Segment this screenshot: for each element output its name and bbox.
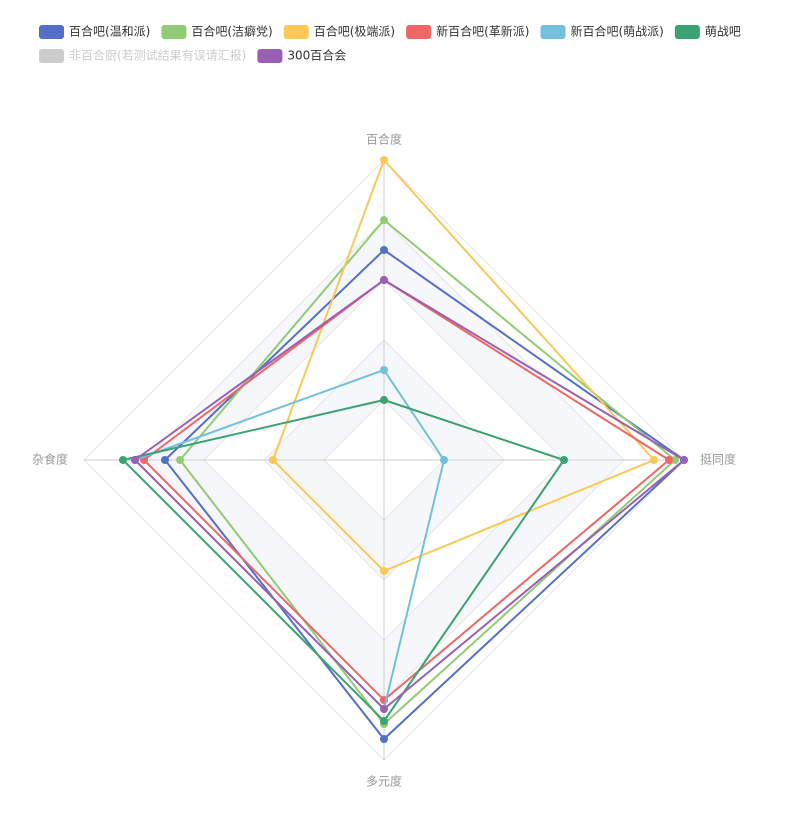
radar-data-point[interactable]: [380, 276, 388, 284]
radar-data-point[interactable]: [380, 366, 388, 374]
legend-swatch: [674, 25, 700, 39]
legend-label: 百合吧(极端派): [314, 24, 395, 39]
radar-data-point[interactable]: [665, 456, 673, 464]
radar-data-point[interactable]: [380, 717, 388, 725]
legend-label: 百合吧(洁癖党): [191, 24, 272, 39]
legend-swatch: [39, 25, 64, 39]
radar-data-point[interactable]: [380, 396, 388, 404]
radar-data-point[interactable]: [119, 456, 127, 464]
legend-item[interactable]: 300百合会: [257, 48, 346, 64]
radar-data-point[interactable]: [380, 216, 388, 224]
radar-data-point[interactable]: [680, 456, 688, 464]
legend-label: 非百合厨(若测试结果有误请汇报): [69, 48, 246, 63]
legend-item[interactable]: 百合吧(极端派): [283, 24, 395, 40]
radar-series-layer: [119, 156, 688, 743]
legend-swatch: [39, 49, 64, 63]
radar-data-point[interactable]: [380, 246, 388, 254]
legend-label: 新百合吧(萌战派): [571, 24, 664, 39]
legend-swatch: [406, 25, 432, 39]
radar-data-point[interactable]: [131, 456, 139, 464]
radar-axis-label: 杂食度: [32, 452, 68, 467]
radar-data-point[interactable]: [671, 456, 679, 464]
legend-label: 百合吧(温和派): [69, 24, 150, 39]
legend-item[interactable]: 非百合厨(若测试结果有误请汇报): [39, 48, 246, 64]
radar-axis-label: 百合度: [366, 132, 402, 147]
legend: 百合吧(温和派) 百合吧(洁癖党) 百合吧(极端派) 新百合吧(革新派) 新百合吧(萌战…: [39, 24, 741, 64]
radar-data-point[interactable]: [650, 456, 658, 464]
radar-data-point[interactable]: [161, 456, 169, 464]
radar-axis-label: 多元度: [366, 774, 402, 789]
legend-swatch: [161, 25, 187, 39]
radar-data-point[interactable]: [380, 735, 388, 743]
radar-data-point[interactable]: [380, 567, 388, 575]
legend-label: 300百合会: [287, 48, 346, 63]
legend-item[interactable]: 新百合吧(萌战派): [540, 24, 664, 40]
legend-item[interactable]: 萌战吧: [674, 25, 741, 40]
legend-item[interactable]: 百合吧(洁癖党): [161, 24, 273, 40]
legend-swatch: [540, 25, 566, 39]
legend-swatch: [283, 25, 309, 39]
legend-item[interactable]: 百合吧(温和派): [39, 24, 150, 40]
legend-item[interactable]: 新百合吧(革新派): [406, 24, 530, 40]
radar-data-point[interactable]: [176, 456, 184, 464]
radar-data-point[interactable]: [269, 456, 277, 464]
radar-data-point[interactable]: [440, 456, 448, 464]
radar-axis-label: 挺同度: [700, 452, 736, 467]
legend-label: 萌战吧: [705, 25, 741, 39]
legend-label: 新百合吧(革新派): [436, 24, 529, 39]
radar-data-point[interactable]: [380, 156, 388, 164]
radar-data-point[interactable]: [560, 456, 568, 464]
radar-data-point[interactable]: [380, 705, 388, 713]
legend-swatch: [257, 49, 283, 63]
